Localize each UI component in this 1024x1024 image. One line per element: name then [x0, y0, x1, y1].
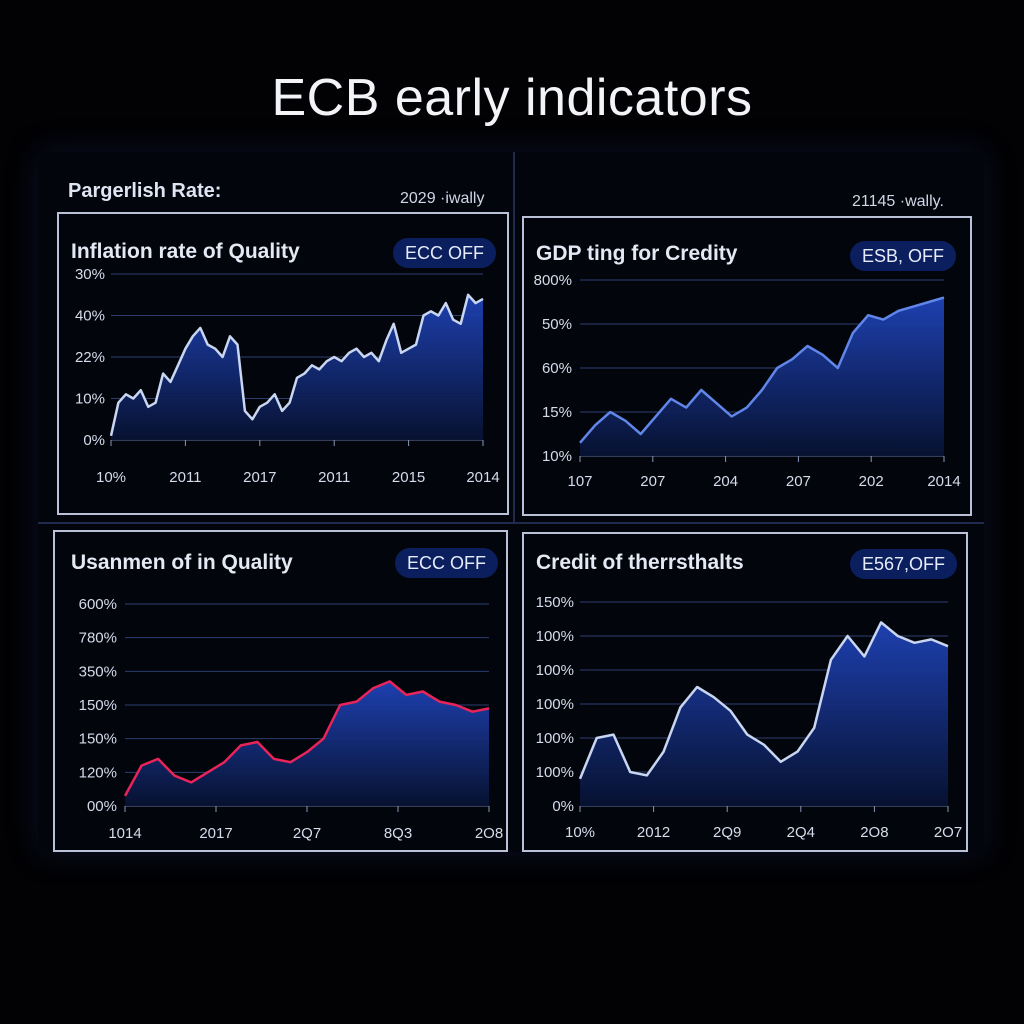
y-tick-label: 150% [79, 697, 117, 714]
x-tick-label: 107 [567, 473, 592, 490]
x-tick-label: 207 [786, 473, 811, 490]
y-tick-label: 100% [536, 628, 574, 645]
y-tick-label: 50% [542, 316, 572, 333]
series-line [123, 680, 490, 797]
series-area [580, 622, 948, 806]
series-line [578, 621, 949, 780]
chart-plot: 800% 50% 60% 15% 10% 107 207 204 207 202 2014 [534, 272, 961, 490]
x-tick-label: 10% [565, 824, 595, 841]
chart-panel-credit: Credit of therrsthalts E567,OFF 150% 100%… [522, 532, 968, 852]
x-tick-label: 202 [859, 473, 884, 490]
chart-badge[interactable]: E567,OFF [850, 549, 958, 579]
chart-panel-gdp: GDP ting for Credity ESB, OFF 800% 50% 60%… [522, 216, 972, 516]
chart-title: Credit of therrsthalts [536, 551, 744, 574]
section-meta: 2029 ·iwally [400, 190, 485, 207]
x-tick-label: 2O7 [934, 824, 962, 841]
y-tick-label: 10% [75, 391, 105, 408]
y-tick-label: 780% [79, 630, 117, 647]
series-area [125, 681, 489, 806]
y-tick-label: 150% [536, 594, 574, 611]
x-tick-label: 2011 [169, 469, 201, 486]
y-tick-label: 150% [79, 731, 117, 748]
x-tick-label: 2015 [392, 469, 425, 486]
y-tick-label: 350% [79, 663, 117, 680]
section-meta: 21145 ·wally. [852, 193, 944, 210]
y-tick-label: 100% [536, 764, 574, 781]
x-tick-label: 2014 [466, 469, 499, 486]
page-title: ECB early indicators [271, 69, 753, 127]
y-tick-label: 22% [75, 349, 105, 366]
x-tick-label: 204 [713, 473, 738, 490]
x-tick-label: 2Q7 [293, 825, 321, 842]
y-tick-label: 100% [536, 730, 574, 747]
section-label: Pargerlish Rate: [68, 180, 222, 202]
chart-plot: 30% 40% 22% 10% 0% 10% 2011 2017 2011 2015 2014 [75, 266, 500, 486]
y-tick-label: 800% [534, 272, 572, 289]
x-tick-label: 2014 [927, 473, 960, 490]
x-tick-label: 2Q9 [713, 824, 741, 841]
chart-plot: 150% 100% 100% 100% 100% 100% 0% 10% 2012 2Q9 2Q4 2… [536, 594, 963, 841]
y-tick-label: 100% [536, 696, 574, 713]
series-line [109, 293, 484, 437]
screen-divider [38, 522, 984, 524]
series-area [111, 294, 483, 440]
y-tick-label: 120% [79, 764, 117, 781]
chart-title: Usanmen of in Quality [71, 551, 293, 574]
x-tick-label: 10% [96, 469, 126, 486]
screen-divider [513, 152, 515, 522]
y-tick-label: 30% [75, 266, 105, 283]
x-tick-label: 2O8 [475, 825, 503, 842]
x-tick-label: 1014 [108, 825, 141, 842]
chart-title: Inflation rate of Quality [71, 240, 300, 263]
y-tick-label: 40% [75, 308, 105, 325]
y-tick-label: 15% [542, 404, 572, 421]
x-tick-label: 2012 [637, 824, 670, 841]
x-tick-label: 2011 [318, 469, 350, 486]
series-area [580, 297, 944, 456]
series-line [579, 296, 945, 444]
y-tick-label: 100% [536, 662, 574, 679]
chart-panel-usage: Usanmen of in Quality ECC OFF 600% 780% 35… [53, 530, 508, 852]
x-tick-label: 2Q4 [787, 824, 815, 841]
chart-badge[interactable]: ECC OFF [393, 238, 496, 268]
chart-title: GDP ting for Credity [536, 242, 738, 265]
x-tick-label: 8Q3 [384, 825, 412, 842]
x-tick-label: 2017 [199, 825, 232, 842]
chart-panel-inflation: Inflation rate of Quality ECC OFF 30% 40%… [57, 212, 509, 515]
chart-badge[interactable]: ECC OFF [395, 548, 498, 578]
chart-plot: 600% 780% 350% 150% 150% 120% 00% 1014 2017 2Q7 8Q… [79, 596, 504, 842]
y-tick-label: 60% [542, 360, 572, 377]
chart-badge[interactable]: ESB, OFF [850, 241, 957, 271]
x-tick-label: 2O8 [860, 824, 888, 841]
x-tick-label: 2017 [243, 469, 276, 486]
x-tick-label: 207 [640, 473, 665, 490]
y-tick-label: 0% [83, 432, 105, 449]
y-tick-label: 0% [552, 798, 574, 815]
y-tick-label: 00% [87, 798, 117, 815]
y-tick-label: 10% [542, 448, 572, 465]
y-tick-label: 600% [79, 596, 117, 613]
